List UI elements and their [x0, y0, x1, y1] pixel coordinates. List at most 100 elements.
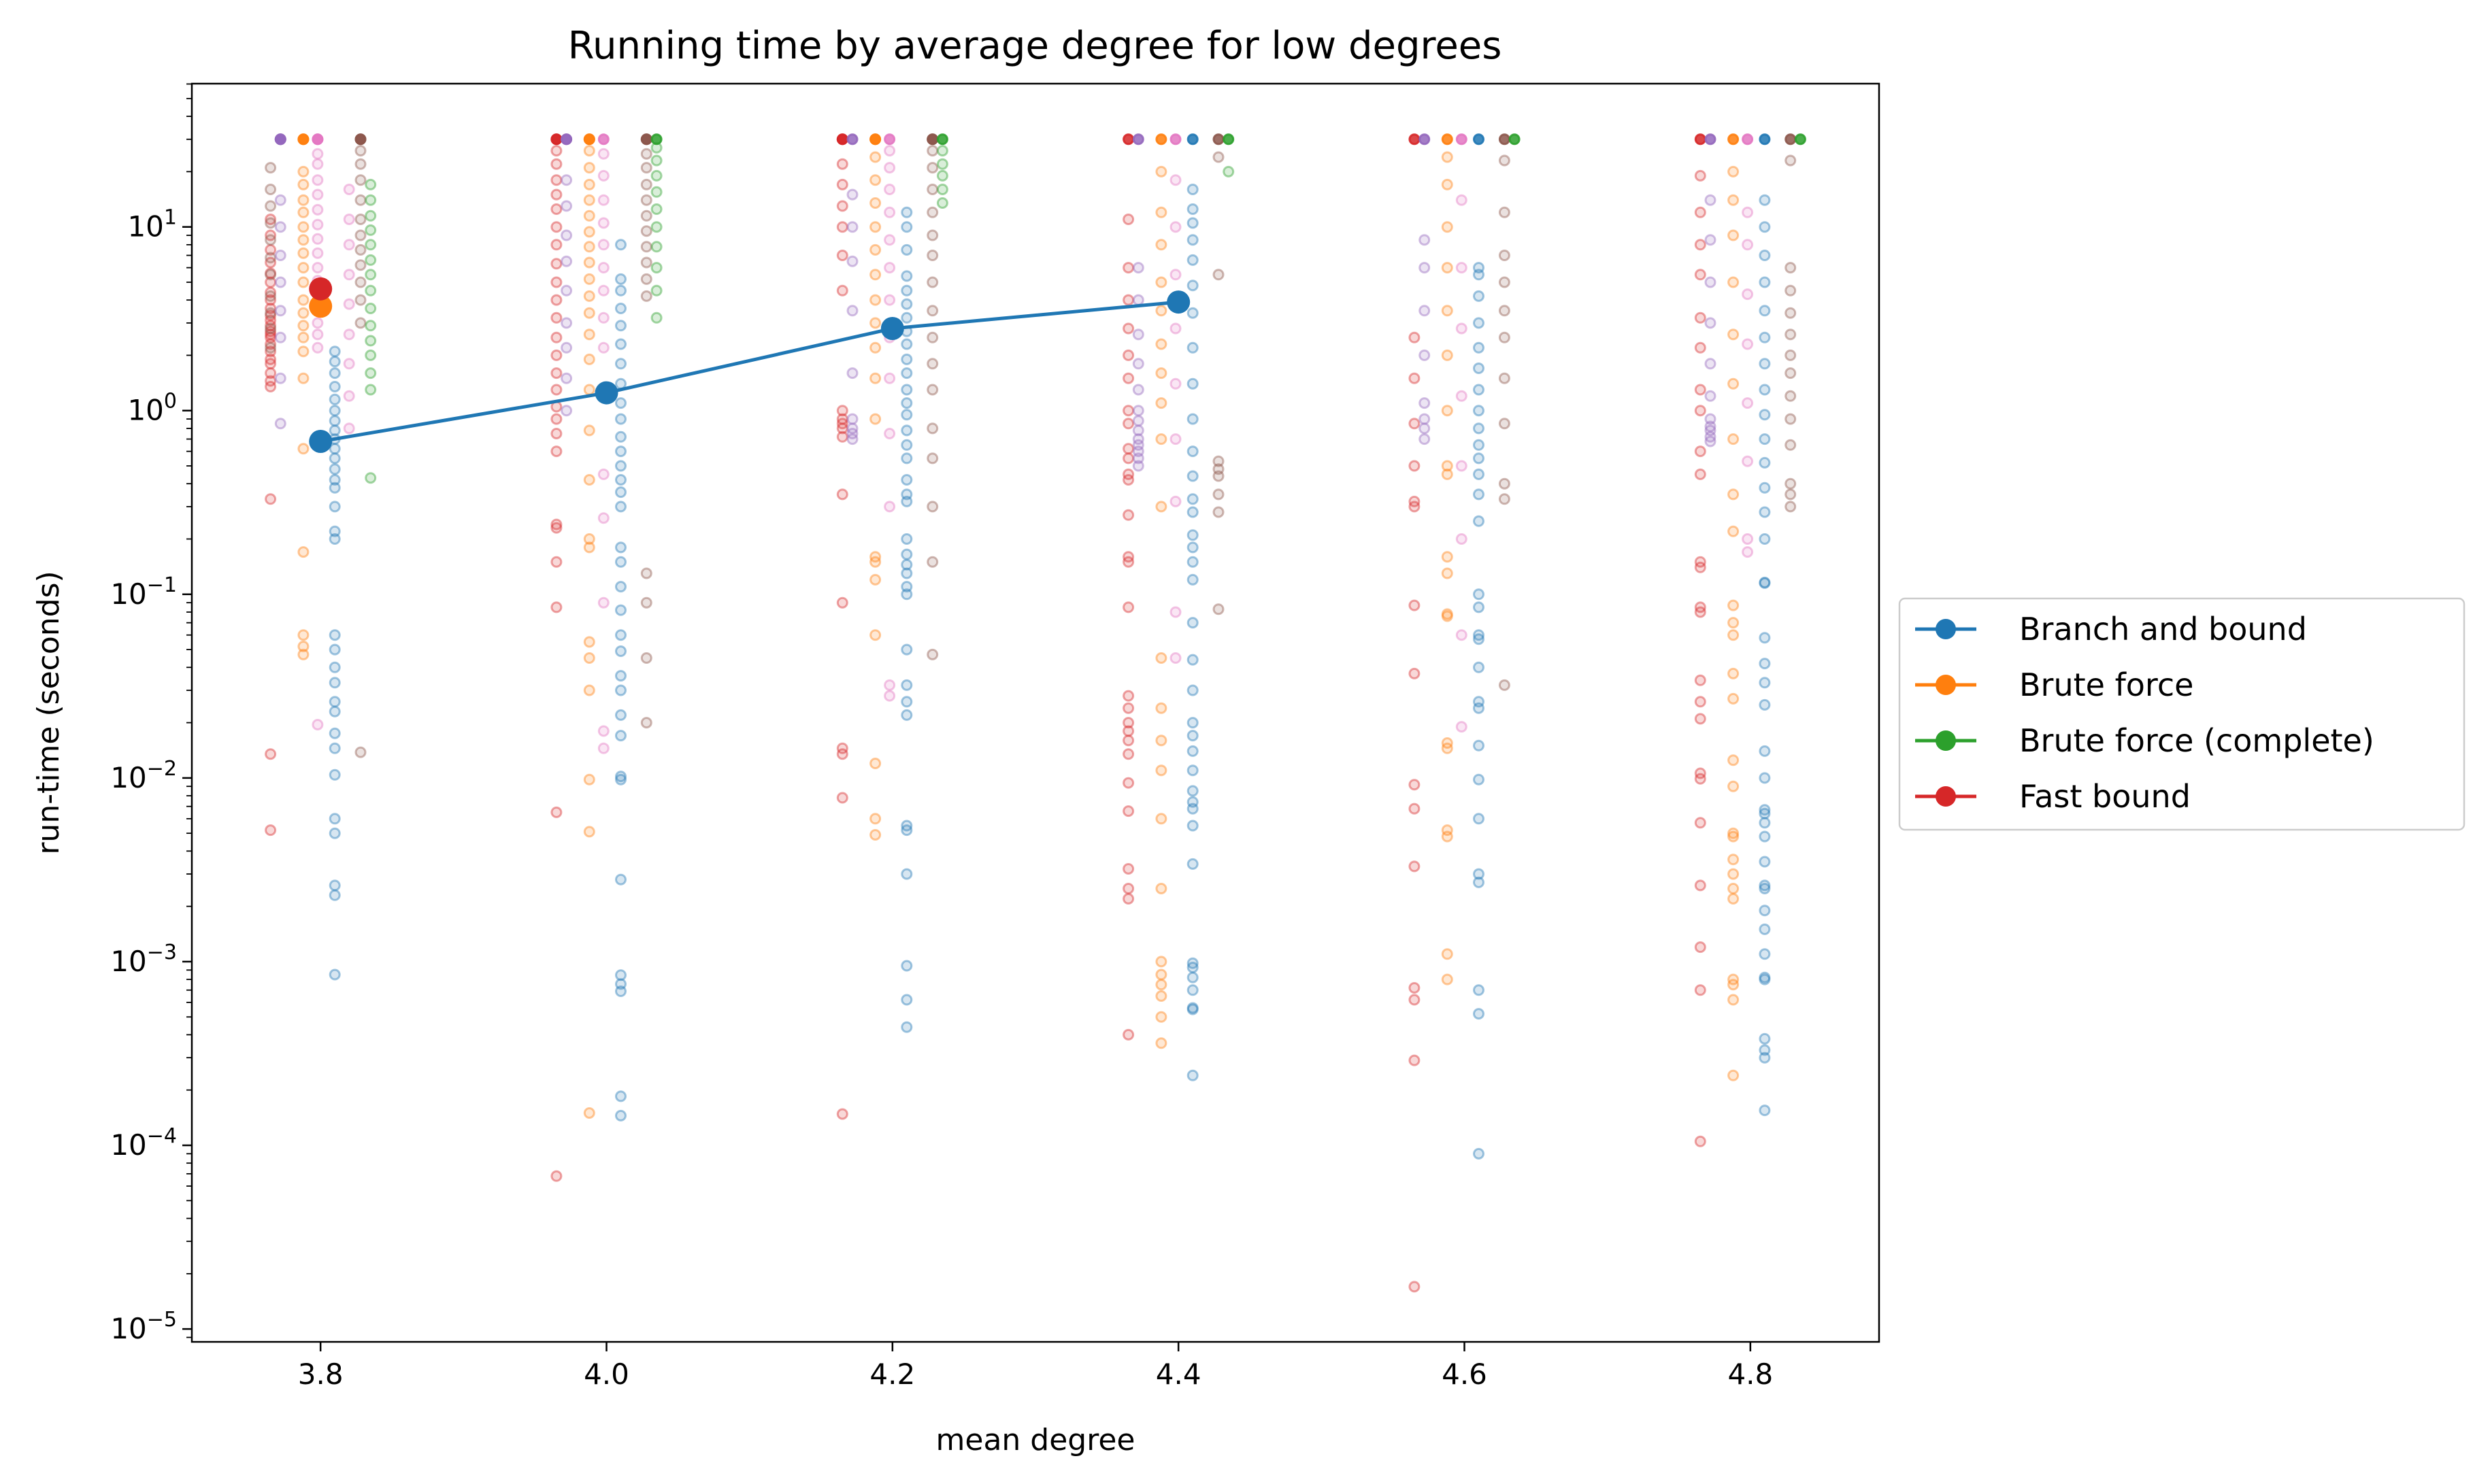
scatter-point-13-6 — [615, 773, 627, 786]
scatter-point-11-9 — [583, 424, 595, 437]
scatter-point-38-2 — [1704, 424, 1716, 437]
scatter-point-39-16 — [1727, 599, 1740, 611]
scatter-point-23-23 — [1123, 349, 1135, 361]
y-axis-label: run-time (seconds) — [31, 571, 66, 854]
scatter-point-18-11 — [869, 294, 882, 306]
scatter-point-19-13 — [884, 133, 896, 146]
scatter-point-4-3 — [312, 317, 324, 329]
scatter-point-27-1 — [1186, 1003, 1199, 1015]
scatter-point-34-21 — [1473, 405, 1484, 417]
scatter-point-20-14 — [901, 548, 913, 560]
scatter-point-7-6 — [354, 229, 367, 241]
scatter-point-19-3 — [884, 428, 896, 439]
scatter-point-20-33 — [901, 243, 913, 256]
scatter-point-41-29 — [1759, 409, 1771, 421]
scatter-point-11-14 — [583, 290, 595, 302]
scatter-point-30-3 — [1408, 982, 1421, 994]
scatter-point-27-7 — [1186, 858, 1199, 870]
scatter-point-5-10 — [329, 677, 341, 689]
scatter-point-1-3 — [265, 290, 277, 302]
scatter-point-9-13 — [550, 331, 563, 343]
scatter-point-13-21 — [615, 460, 627, 472]
scatter-point-0-16 — [265, 303, 277, 314]
scatter-point-5-25 — [329, 405, 341, 417]
scatter-point-13-9 — [615, 709, 627, 721]
scatter-point-11-20 — [583, 194, 595, 206]
scatter-point-41-28 — [1759, 433, 1771, 445]
scatter-point-0-3 — [265, 381, 277, 392]
scatter-point-9-2 — [550, 601, 563, 613]
scatter-point-9-26 — [550, 133, 563, 146]
scatter-point-17-9 — [846, 133, 859, 146]
scatter-point-26-2 — [1169, 495, 1182, 507]
scatter-point-28-7 — [1212, 151, 1225, 163]
scatter-point-8-4 — [365, 335, 377, 347]
scatter-point-14-13 — [640, 148, 652, 160]
scatter-point-0-7 — [265, 353, 277, 365]
scatter-point-39-4 — [1727, 893, 1740, 905]
scatter-point-20-4 — [901, 824, 913, 837]
scatter-point-7-2 — [354, 294, 367, 306]
scatter-point-9-5 — [550, 518, 563, 530]
scatter-point-25-5 — [1155, 956, 1167, 968]
scatter-point-34-4 — [1473, 868, 1484, 880]
scatter-point-3-1 — [297, 641, 310, 652]
scatter-point-2-1 — [274, 372, 286, 384]
scatter-point-37-21 — [1694, 239, 1706, 251]
scatter-point-31-1 — [1418, 422, 1431, 435]
scatter-point-12-15 — [597, 133, 610, 146]
scatter-point-42-5 — [1784, 390, 1797, 402]
scatter-point-3-10 — [297, 294, 310, 306]
scatter-point-0-13 — [265, 320, 277, 332]
scatter-point-7-9 — [354, 174, 367, 186]
scatter-point-5-2 — [329, 879, 341, 892]
scatter-point-38-1 — [1704, 431, 1716, 443]
scatter-point-25-15 — [1155, 367, 1167, 380]
scatter-point-39-3 — [1727, 973, 1740, 985]
scatter-point-17-8 — [846, 188, 859, 201]
scatter-point-16-9 — [836, 413, 848, 425]
scatter-point-32-14 — [1441, 305, 1453, 317]
scatter-point-16-16 — [836, 158, 848, 170]
scatter-point-32-16 — [1441, 221, 1453, 233]
scatter-point-4-10 — [312, 218, 324, 231]
scatter-point-10-5 — [561, 255, 573, 267]
scatter-point-37-14 — [1694, 468, 1706, 480]
scatter-point-14-3 — [640, 567, 652, 579]
scatter-point-30-12 — [1408, 418, 1421, 430]
scatter-point-13-23 — [615, 431, 627, 443]
scatter-point-37-2 — [1694, 941, 1706, 954]
scatter-point-7-4 — [354, 259, 367, 271]
scatter-point-4-9 — [312, 233, 324, 245]
scatter-point-9-12 — [550, 349, 563, 361]
y-tick-label-5: 10−4 — [110, 1124, 177, 1162]
scatter-point-30-15 — [1408, 133, 1421, 146]
legend-marker-3 — [1936, 786, 1956, 807]
scatter-point-20-15 — [901, 533, 913, 545]
scatter-point-9-17 — [550, 258, 563, 270]
scatter-point-26-5 — [1169, 322, 1182, 335]
scatter-point-39-9 — [1727, 827, 1740, 839]
scatter-point-3-14 — [297, 234, 310, 246]
scatter-point-9-0 — [550, 1170, 563, 1182]
scatter-point-33-5 — [1455, 322, 1467, 335]
series-marker-0-3 — [1167, 290, 1191, 314]
scatter-point-14-15 — [640, 133, 652, 146]
scatter-point-40-7 — [1742, 206, 1754, 218]
scatter-point-12-9 — [597, 262, 610, 274]
scatter-point-11-1 — [583, 826, 595, 838]
scatter-point-41-3 — [1759, 1032, 1771, 1045]
scatter-point-7-3 — [354, 276, 367, 288]
scatter-point-27-29 — [1186, 341, 1199, 354]
scatter-point-23-1 — [1123, 893, 1135, 905]
scatter-point-9-16 — [550, 276, 563, 288]
scatter-point-4-1 — [312, 341, 324, 354]
scatter-point-37-16 — [1694, 405, 1706, 417]
scatter-point-35-6 — [1498, 305, 1510, 317]
scatter-point-25-4 — [1155, 968, 1167, 981]
scatter-point-24-12 — [1132, 262, 1144, 274]
scatter-point-21-10 — [927, 250, 939, 261]
scatter-point-20-21 — [901, 424, 913, 437]
scatter-point-41-24 — [1759, 533, 1771, 545]
scatter-point-1-1 — [265, 322, 277, 335]
